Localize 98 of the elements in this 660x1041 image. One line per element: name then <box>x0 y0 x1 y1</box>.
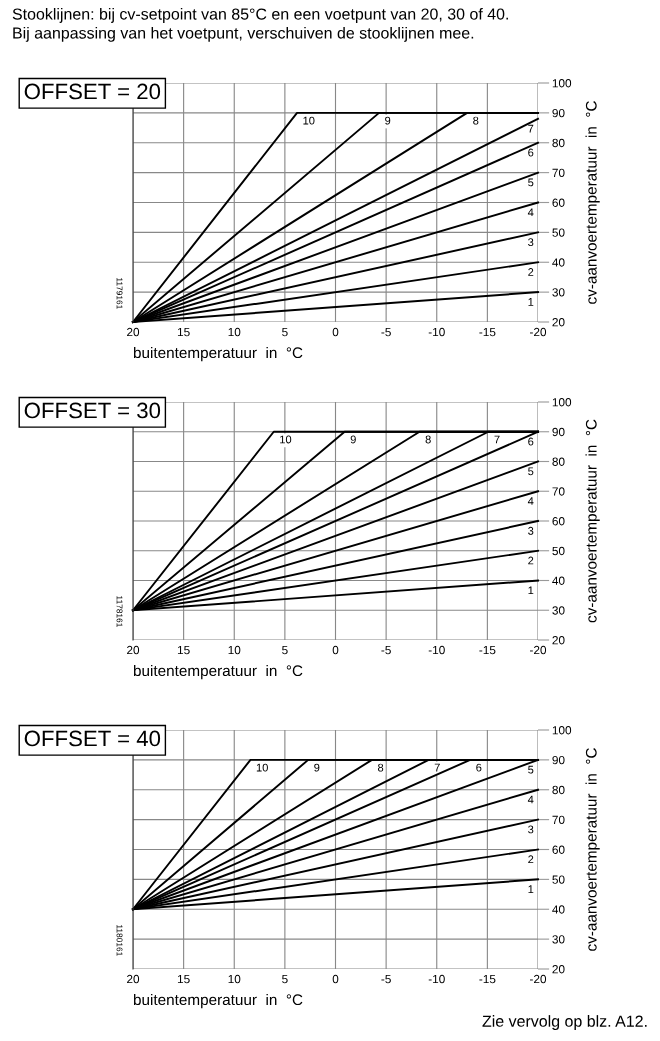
x-tick-label: -15 <box>479 645 496 655</box>
series-label: 2 <box>528 855 534 864</box>
y-tick-label: 100 <box>552 398 572 407</box>
y-tick-label: 40 <box>552 905 565 914</box>
y-tick-label: 30 <box>552 606 565 615</box>
y-tick-label: 80 <box>552 457 565 466</box>
y-tick-label: 60 <box>552 517 565 526</box>
series-label: 4 <box>527 208 534 217</box>
series-label: 5 <box>528 765 534 774</box>
series-label: 6 <box>476 763 482 772</box>
x-axis-title: buitentemperatuur in °C <box>133 346 303 362</box>
x-tick-label: -15 <box>479 327 496 337</box>
series-label: 5 <box>528 467 534 476</box>
series-label: 8 <box>425 435 431 444</box>
y-tick-label: 40 <box>552 576 565 585</box>
text: Zie vervolg op blz. A12. <box>482 1015 647 1030</box>
x-tick-label: 20 <box>127 974 140 984</box>
x-axis-title: buitentemperatuur in °C <box>133 993 303 1009</box>
series-label: 10 <box>280 435 292 444</box>
y-tick-label: 90 <box>552 755 565 765</box>
x-tick-label: 15 <box>177 327 190 337</box>
series-label: 3 <box>528 825 534 834</box>
y-tick-label: 70 <box>552 168 565 178</box>
series-label: 6 <box>528 148 534 157</box>
y-tick-label: 30 <box>552 935 565 944</box>
x-tick-label: -20 <box>529 974 547 984</box>
x-tick-label: 5 <box>282 645 288 655</box>
x-tick-label: 15 <box>177 645 190 655</box>
y-axis-title: cv-aanvoertemperatuur in °C <box>585 419 600 623</box>
x-tick-label: 0 <box>332 645 339 655</box>
text: 1180161 <box>116 925 123 956</box>
x-tick-label: 10 <box>228 974 241 984</box>
series-label: 2 <box>528 268 534 276</box>
y-tick-label: 50 <box>552 875 565 884</box>
x-tick-label: 15 <box>177 974 190 984</box>
x-tick-label: 5 <box>282 974 288 984</box>
series-label: 3 <box>528 238 534 247</box>
y-tick-label: 40 <box>552 258 565 267</box>
text: 1179161 <box>116 278 123 309</box>
x-tick-label: 5 <box>282 327 288 337</box>
series-label: 1 <box>528 586 534 595</box>
series-label: 4 <box>527 795 534 804</box>
x-tick-label: -5 <box>381 974 391 984</box>
series-label: 8 <box>473 116 479 125</box>
y-axis-title: cv-aanvoertemperatuur in °C <box>585 101 600 304</box>
chart-title: OFFSET = 40 <box>24 730 161 747</box>
x-tick-label: -5 <box>381 327 391 337</box>
y-tick-label: 80 <box>552 138 565 148</box>
y-tick-label: 90 <box>552 108 565 118</box>
x-tick-label: 0 <box>332 327 339 337</box>
series-label: 1 <box>528 298 534 306</box>
x-tick-label: -10 <box>428 645 445 655</box>
series-label: 3 <box>528 526 534 535</box>
series-label: 8 <box>377 763 384 772</box>
series-label: 9 <box>314 763 320 772</box>
series-label: 7 <box>494 435 500 444</box>
x-tick-label: -20 <box>529 645 547 655</box>
series-label: 7 <box>434 763 440 772</box>
y-tick-label: 90 <box>552 427 565 437</box>
x-axis-title: buitentemperatuur in °C <box>133 664 303 680</box>
y-tick-label: 70 <box>552 487 565 496</box>
series-label: 9 <box>385 116 391 125</box>
series-label: 7 <box>528 124 534 133</box>
y-tick-label: 70 <box>552 815 565 825</box>
text: 1178161 <box>116 596 123 627</box>
text: Stooklijnen: bij cv-setpoint van 85°C en een voetpunt van 20, 30 of 40. Bij aanpassing van het voetpunt, verschuiven de stooklijnen mee. <box>12 8 508 42</box>
x-tick-label: -15 <box>479 974 496 984</box>
chart-title: OFFSET = 30 <box>24 402 161 419</box>
y-tick-label: 80 <box>552 785 565 795</box>
y-tick-label: 50 <box>552 228 565 237</box>
x-tick-label: 0 <box>332 974 339 984</box>
x-tick-label: 10 <box>228 645 241 655</box>
x-tick-label: 10 <box>228 327 241 337</box>
y-tick-label: 50 <box>552 546 565 556</box>
x-tick-label: -5 <box>381 645 391 655</box>
y-tick-label: 60 <box>552 845 565 854</box>
series-label: 10 <box>256 763 268 772</box>
x-tick-label: -10 <box>428 974 445 984</box>
chart-title: OFFSET = 20 <box>24 83 161 100</box>
x-tick-label: 20 <box>127 645 140 655</box>
series-label: 9 <box>350 435 356 444</box>
series-label: 2 <box>528 556 534 565</box>
series-label: 10 <box>303 116 315 125</box>
series-label: 5 <box>528 178 534 187</box>
y-tick-label: 60 <box>552 198 565 207</box>
y-tick-label: 20 <box>552 636 565 645</box>
y-axis-title: cv-aanvoertemperatuur in °C <box>585 748 600 951</box>
y-tick-label: 20 <box>552 965 565 974</box>
x-tick-label: -20 <box>529 327 547 337</box>
series-label: 4 <box>527 497 534 505</box>
x-tick-label: 20 <box>127 327 140 337</box>
series-label: 6 <box>528 437 534 446</box>
y-tick-label: 20 <box>552 318 565 327</box>
y-tick-label: 100 <box>552 79 572 88</box>
series-label: 1 <box>528 885 534 893</box>
y-tick-label: 100 <box>552 726 572 735</box>
x-tick-label: -10 <box>428 327 445 337</box>
y-tick-label: 30 <box>552 288 565 297</box>
